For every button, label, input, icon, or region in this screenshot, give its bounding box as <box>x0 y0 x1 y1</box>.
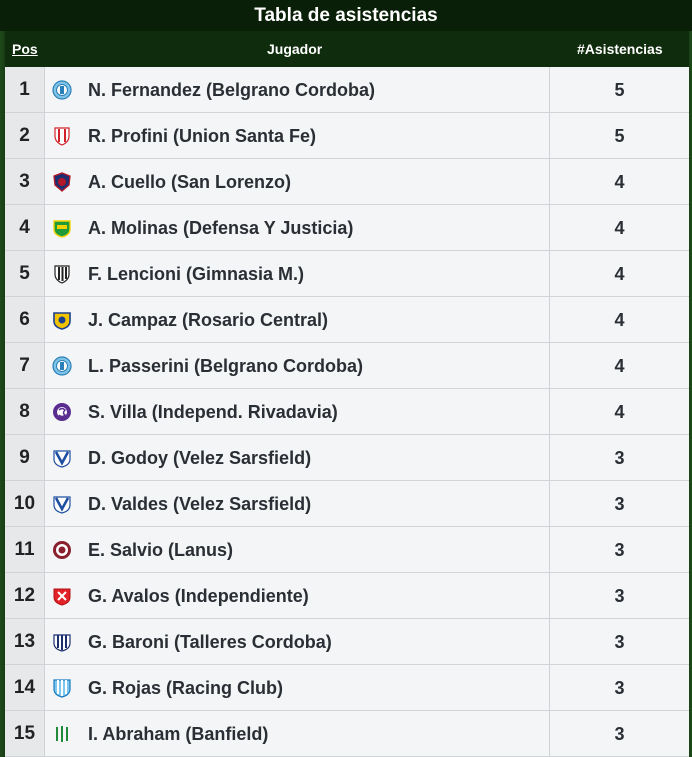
row-assists: 4 <box>614 218 625 238</box>
table-row: 1 N. Fernandez (Belgrano Cordoba) 5 <box>5 67 689 113</box>
row-assists: 3 <box>614 586 625 606</box>
row-assists: 3 <box>614 540 625 560</box>
table-row: 5 F. Lencioni (Gimnasia M.) 4 <box>5 251 689 297</box>
table-row: 14 G. Rojas (Racing Club) 3 <box>5 665 689 711</box>
table-body: 1 N. Fernandez (Belgrano Cordoba) 5 2 R. Pro… <box>5 67 689 757</box>
player-name[interactable]: G. Baroni (Talleres Cordoba) <box>88 632 332 652</box>
row-assists: 3 <box>614 494 625 514</box>
player-name[interactable]: A. Molinas (Defensa Y Justicia) <box>88 218 354 238</box>
player-name[interactable]: E. Salvio (Lanus) <box>88 540 234 560</box>
header-pos[interactable]: Pos <box>12 41 38 57</box>
row-player-cell: S. Villa (Independ. Rivadavia) <box>45 389 550 434</box>
row-position: 3 <box>5 159 45 204</box>
player-name[interactable]: F. Lencioni (Gimnasia M.) <box>88 264 305 284</box>
row-position: 14 <box>5 665 45 710</box>
table-row: 6 J. Campaz (Rosario Central) 4 <box>5 297 689 343</box>
row-position: 15 <box>5 711 45 756</box>
row-player-cell: G. Baroni (Talleres Cordoba) <box>45 619 550 664</box>
lanus-crest-icon <box>52 540 72 560</box>
row-assists: 4 <box>614 356 625 376</box>
rosario-crest-icon <box>52 310 72 330</box>
player-name[interactable]: D. Valdes (Velez Sarsfield) <box>88 494 312 514</box>
row-player-cell: G. Rojas (Racing Club) <box>45 665 550 710</box>
table-row: 7 L. Passerini (Belgrano Cordoba) 4 <box>5 343 689 389</box>
row-player-cell: G. Avalos (Independiente) <box>45 573 550 618</box>
player-name[interactable]: I. Abraham (Banfield) <box>88 724 269 744</box>
row-player-cell: N. Fernandez (Belgrano Cordoba) <box>45 67 550 112</box>
player-name[interactable]: L. Passerini (Belgrano Cordoba) <box>88 356 364 376</box>
row-position: 13 <box>5 619 45 664</box>
row-assists: 5 <box>614 126 625 146</box>
row-position: 8 <box>5 389 45 434</box>
table-row: 4 A. Molinas (Defensa Y Justicia) 4 <box>5 205 689 251</box>
table-title: Tabla de asistencias <box>0 0 692 31</box>
player-name[interactable]: A. Cuello (San Lorenzo) <box>88 172 292 192</box>
player-name[interactable]: R. Profini (Union Santa Fe) <box>88 126 316 146</box>
table-header: Pos Jugador #Asistencias <box>5 31 689 67</box>
player-name[interactable]: G. Rojas (Racing Club) <box>88 678 284 698</box>
racing-crest-icon <box>52 678 72 698</box>
row-player-cell: A. Cuello (San Lorenzo) <box>45 159 550 204</box>
table-row: 12 G. Avalos (Independiente) 3 <box>5 573 689 619</box>
table-row: 2 R. Profini (Union Santa Fe) 5 <box>5 113 689 159</box>
row-player-cell: D. Valdes (Velez Sarsfield) <box>45 481 550 526</box>
header-assists: #Asistencias <box>577 41 663 57</box>
union-crest-icon <box>52 126 72 146</box>
row-assists: 4 <box>614 402 625 422</box>
player-name[interactable]: S. Villa (Independ. Rivadavia) <box>88 402 338 422</box>
table-row: 9 D. Godoy (Velez Sarsfield) 3 <box>5 435 689 481</box>
independiente-crest-icon <box>52 586 72 606</box>
player-name[interactable]: J. Campaz (Rosario Central) <box>88 310 329 330</box>
row-position: 10 <box>5 481 45 526</box>
row-position: 11 <box>5 527 45 572</box>
row-player-cell: F. Lencioni (Gimnasia M.) <box>45 251 550 296</box>
row-position: 7 <box>5 343 45 388</box>
table-row: 8 S. Villa (Independ. Rivadavia) 4 <box>5 389 689 435</box>
player-name[interactable]: N. Fernandez (Belgrano Cordoba) <box>88 80 376 100</box>
row-assists: 3 <box>614 448 625 468</box>
row-player-cell: R. Profini (Union Santa Fe) <box>45 113 550 158</box>
san-lorenzo-crest-icon <box>52 172 72 192</box>
row-player-cell: A. Molinas (Defensa Y Justicia) <box>45 205 550 250</box>
row-assists: 3 <box>614 724 625 744</box>
row-assists: 4 <box>614 264 625 284</box>
gimnasia-crest-icon <box>52 264 72 284</box>
table-row: 11 E. Salvio (Lanus) 3 <box>5 527 689 573</box>
belgrano-crest-icon <box>52 80 72 100</box>
row-assists: 3 <box>614 632 625 652</box>
row-assists: 4 <box>614 310 625 330</box>
row-player-cell: L. Passerini (Belgrano Cordoba) <box>45 343 550 388</box>
player-name[interactable]: D. Godoy (Velez Sarsfield) <box>88 448 312 468</box>
rivadavia-crest-icon <box>52 402 72 422</box>
row-position: 1 <box>5 67 45 112</box>
row-player-cell: E. Salvio (Lanus) <box>45 527 550 572</box>
banfield-crest-icon <box>52 724 72 744</box>
row-assists: 5 <box>614 80 625 100</box>
row-player-cell: D. Godoy (Velez Sarsfield) <box>45 435 550 480</box>
player-name[interactable]: G. Avalos (Independiente) <box>88 586 309 606</box>
row-assists: 4 <box>614 172 625 192</box>
header-player: Jugador <box>267 41 323 57</box>
velez-crest-icon <box>52 448 72 468</box>
talleres-crest-icon <box>52 632 72 652</box>
row-position: 2 <box>5 113 45 158</box>
row-assists: 3 <box>614 678 625 698</box>
table-row: 10 D. Valdes (Velez Sarsfield) 3 <box>5 481 689 527</box>
row-position: 6 <box>5 297 45 342</box>
row-position: 12 <box>5 573 45 618</box>
table-row: 3 A. Cuello (San Lorenzo) 4 <box>5 159 689 205</box>
table-row: 13 G. Baroni (Talleres Cordoba) 3 <box>5 619 689 665</box>
row-position: 9 <box>5 435 45 480</box>
row-player-cell: I. Abraham (Banfield) <box>45 711 550 756</box>
row-player-cell: J. Campaz (Rosario Central) <box>45 297 550 342</box>
velez-crest-icon <box>52 494 72 514</box>
defensa-crest-icon <box>52 218 72 238</box>
row-position: 5 <box>5 251 45 296</box>
row-position: 4 <box>5 205 45 250</box>
table-row: 15 I. Abraham (Banfield) 3 <box>5 711 689 757</box>
belgrano-crest-icon <box>52 356 72 376</box>
